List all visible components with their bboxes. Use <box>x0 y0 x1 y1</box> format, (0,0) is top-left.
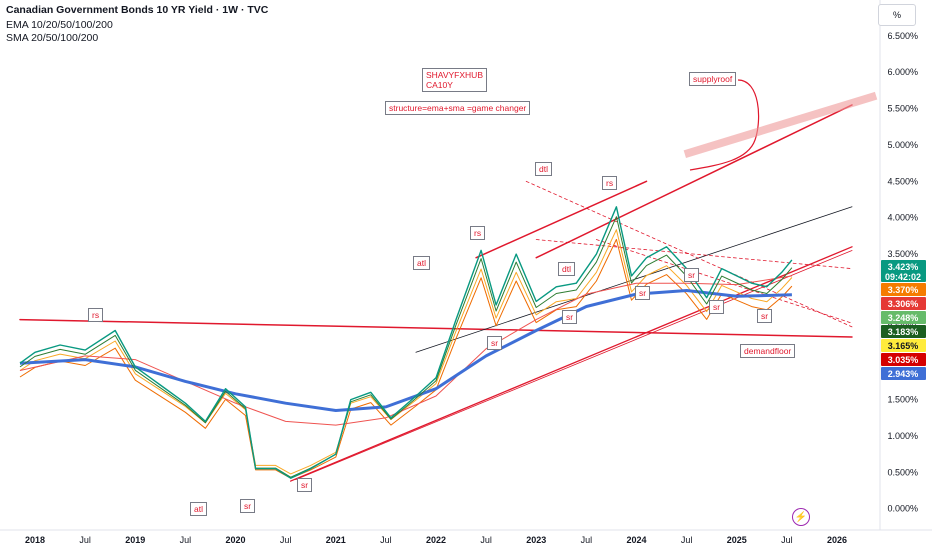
x-tick-label: 2026 <box>827 535 847 545</box>
rs-label-2022: rs <box>470 226 486 240</box>
x-tick-label: Jul <box>781 535 793 545</box>
x-tick-label: Jul <box>280 535 292 545</box>
price-badge-value: 3.370% <box>888 285 919 295</box>
x-tick-label: 2024 <box>626 535 646 545</box>
demandfloor-line <box>19 318 853 338</box>
dtl-line-mid <box>595 239 853 324</box>
price-badge <box>881 353 926 366</box>
price-badge <box>881 260 926 282</box>
sr-label-2020b: sr <box>297 478 313 492</box>
sr-label-2020: sr <box>240 499 256 513</box>
y-tick-label: 4.000% <box>887 213 918 223</box>
y-tick-label: 4.500% <box>887 176 918 186</box>
sr-label-2024b: sr <box>684 268 700 282</box>
dtl-line-lower <box>535 239 853 270</box>
ema-indicator-legend[interactable]: EMA 10/20/50/100/200 <box>6 19 113 31</box>
x-tick-label: Jul <box>180 535 192 545</box>
dtl-line-upper <box>525 180 853 328</box>
author-label: SHAVYFXHUB <box>426 70 483 80</box>
y-tick-label: 6.500% <box>887 31 918 41</box>
x-tick-label: Jul <box>380 535 392 545</box>
dtl-label-mid: dtl <box>558 262 575 276</box>
ma-yellow <box>19 229 793 475</box>
atl-label-top: atl <box>413 256 430 270</box>
atl-lower-line-2 <box>295 250 853 481</box>
price-badge <box>881 339 926 352</box>
price-badge <box>881 325 926 338</box>
y-tick-label: 1.500% <box>887 395 918 405</box>
price-badge-value: 3.423% <box>888 262 919 272</box>
symbol-label: CA10Y <box>426 80 453 90</box>
x-tick-label: 2019 <box>125 535 145 545</box>
time-axis: 2018 Jul 2019 Jul 2020 Jul 2021 Jul 2022 Jul 2023 J… <box>25 535 847 545</box>
sr-label-2024c: sr <box>709 300 725 314</box>
y-tick-label: 1.000% <box>887 431 918 441</box>
supplyroof-band <box>683 91 878 158</box>
atl-label-bottom: atl <box>190 502 207 516</box>
x-tick-label: 2023 <box>526 535 546 545</box>
price-badge <box>881 283 926 296</box>
x-tick-label: Jul <box>480 535 492 545</box>
ema-green <box>19 216 793 478</box>
sr-label-2023: sr <box>562 310 578 324</box>
atl-upper-line <box>475 180 648 259</box>
price-badge-value: 3.248% <box>888 313 919 323</box>
price-badge <box>881 367 926 380</box>
price-badge <box>881 311 926 324</box>
atl-lower-line <box>290 246 853 482</box>
supplyroof-pointer <box>689 79 760 171</box>
percent-scale-button[interactable]: % <box>878 4 916 26</box>
series-layer <box>19 206 793 479</box>
y-tick-label: 6.000% <box>887 67 918 77</box>
symbol-title[interactable]: Canadian Government Bonds 10 YR Yield · … <box>6 4 269 16</box>
price-badge-value: 3.183% <box>888 327 919 337</box>
supplyroof-label: supplyroof <box>689 72 737 86</box>
x-tick-label: 2022 <box>426 535 446 545</box>
price-badge <box>881 297 926 310</box>
sr-label-2024a: sr <box>635 286 651 300</box>
price-badge-value: 2.943% <box>888 369 919 379</box>
x-tick-label: 2018 <box>25 535 45 545</box>
demandfloor-label: demandfloor <box>740 344 796 358</box>
price-badge-value: 3.306% <box>888 299 919 309</box>
x-tick-label: 2025 <box>727 535 747 545</box>
price-badge-value: 3.035% <box>888 355 919 365</box>
y-tick-label: 3.500% <box>887 249 918 259</box>
price-badge-countdown: 09:42:02 <box>885 272 921 282</box>
x-tick-label: 2020 <box>226 535 246 545</box>
author-note: SHAVYFXHUB CA10Y <box>422 68 487 92</box>
strategy-note: structure=ema+sma =game changer <box>385 101 531 115</box>
grid <box>0 0 932 531</box>
price-badges: 3.423%09:42:02 3.370% 3.306% 3.248% 3.183% 3.… <box>881 260 926 380</box>
x-tick-label: 2021 <box>326 535 346 545</box>
rs-label-2023: rs <box>602 176 618 190</box>
x-tick-label: Jul <box>681 535 693 545</box>
y-tick-label: 5.500% <box>887 104 918 114</box>
x-tick-label: Jul <box>79 535 91 545</box>
sma-200-blue <box>19 289 792 412</box>
sma-indicator-legend[interactable]: SMA 20/50/100/200 <box>6 32 99 44</box>
rs-label-2018: rs <box>88 308 104 322</box>
x-tick-label: Jul <box>581 535 593 545</box>
y-tick-label: 0.000% <box>887 504 918 514</box>
lightning-icon[interactable]: ⚡ <box>792 508 810 526</box>
drawing-layer <box>19 79 878 482</box>
price-line <box>19 206 793 479</box>
supplyroof-line <box>535 104 853 259</box>
sr-label-2025: sr <box>757 309 773 323</box>
y-tick-label: 0.500% <box>887 467 918 477</box>
y-tick-label: 5.000% <box>887 140 918 150</box>
dtl-label-top: dtl <box>535 162 552 176</box>
sr-label-2022: sr <box>487 336 503 350</box>
price-badge-value: 3.165% <box>888 341 919 351</box>
ma-red <box>19 275 792 426</box>
